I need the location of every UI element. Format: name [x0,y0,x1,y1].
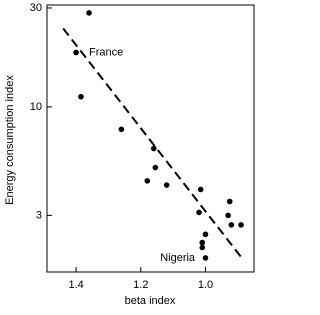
x-tick-label: 1.4 [68,279,83,291]
annotation: Nigeria [160,252,196,264]
point [152,164,159,171]
trend-line [62,27,242,258]
point [238,222,244,228]
point [73,49,79,56]
point [196,209,202,216]
y-tick-label: 3 [36,209,42,221]
point [150,145,157,152]
annotation: France [89,46,123,58]
point [78,93,84,100]
point [144,178,151,184]
point [86,10,92,16]
y-tick-label: 30 [30,2,42,14]
y-axis-label: Energy consumption index [4,75,16,205]
x-axis-label: beta index [125,295,176,307]
x-tick-label: 1.2 [133,279,148,291]
point [163,182,170,188]
plot-frame [46,4,255,273]
point [199,239,206,246]
point [197,186,204,193]
chart: beta index Energy consumption index 1.4 1… [4,2,255,307]
point [226,198,233,205]
x-tick-label: 1.0 [198,279,213,291]
point [225,212,231,219]
point [118,126,125,133]
point [202,255,209,261]
point [228,222,235,228]
point [202,231,209,238]
y-tick-label: 10 [30,101,42,113]
point [199,244,206,251]
